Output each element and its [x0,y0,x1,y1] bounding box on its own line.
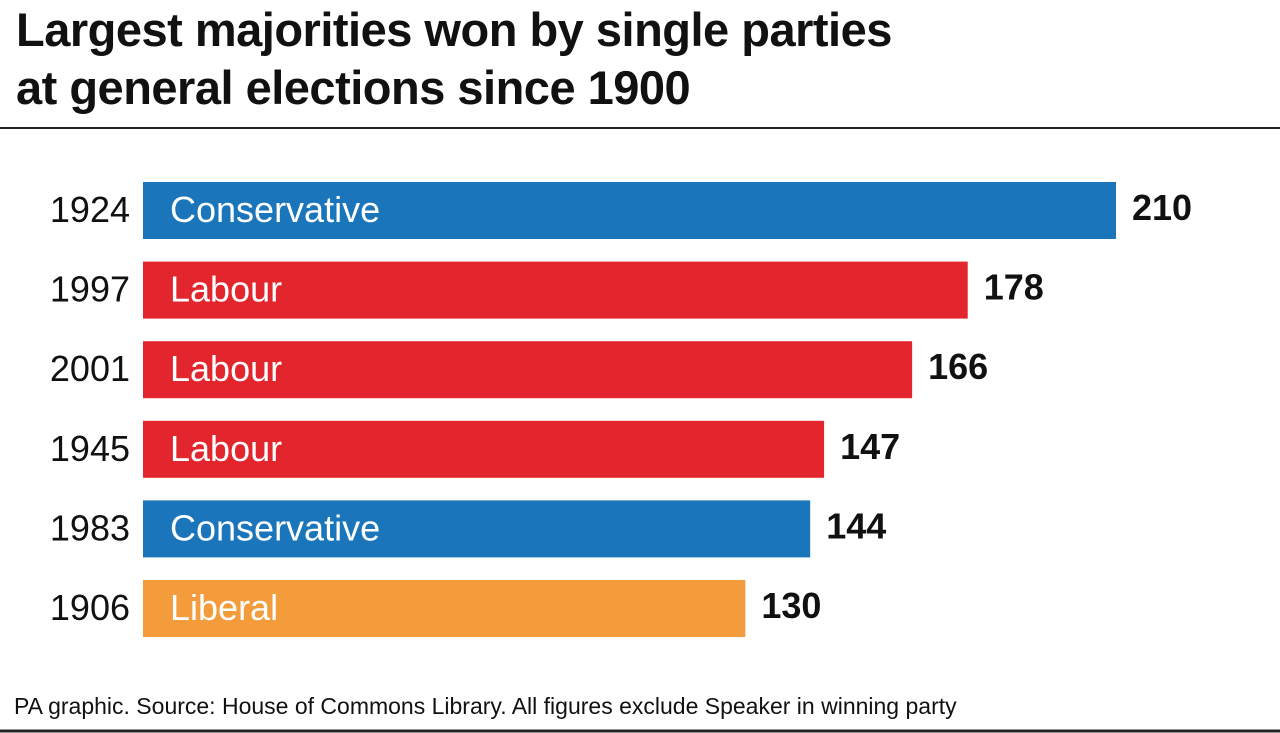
y-tick-label: 1983 [50,507,130,548]
bar-label: Conservative [170,507,380,548]
bar [143,341,913,399]
chart-title-line: at general elections since 1900 [16,61,690,114]
chart-title-line: Largest majorities won by single parties [16,3,892,56]
value-label: 147 [840,426,900,467]
bar-label: Liberal [170,587,278,628]
bar-label: Labour [170,348,282,389]
bar [143,182,1116,239]
bar-label: Labour [170,428,282,469]
source-note: PA graphic. Source: House of Commons Lib… [14,693,957,719]
value-label: 130 [761,585,821,626]
y-tick-label: 1945 [50,428,130,469]
y-tick-label: 1906 [50,587,130,628]
y-tick-label: 1924 [50,189,130,230]
value-label: 166 [928,346,988,387]
y-tick-label: 2001 [50,348,130,389]
bar [143,420,825,478]
bar [143,500,811,558]
y-tick-label: 1997 [50,269,130,310]
value-label: 144 [826,505,886,546]
value-label: 210 [1132,187,1192,228]
bar [143,580,746,637]
bar-label: Conservative [170,189,380,230]
value-label: 178 [984,267,1044,308]
bar [143,261,968,319]
bar-label: Labour [170,269,282,310]
